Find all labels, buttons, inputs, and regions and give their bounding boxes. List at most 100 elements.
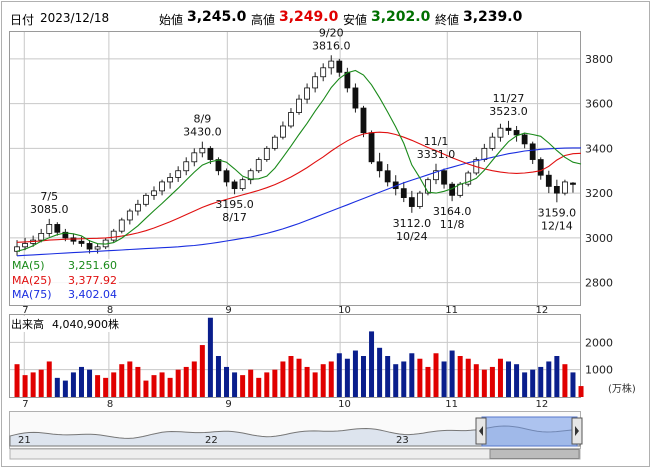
annotation-value: 3430.0 — [183, 126, 222, 139]
candle — [513, 125, 520, 142]
volume-bar — [38, 369, 44, 397]
annotation-date: 9/20 — [319, 26, 344, 39]
volume-bar — [312, 372, 318, 397]
candle — [400, 181, 407, 203]
volume-month-tick-label: 12 — [536, 399, 549, 410]
volume-bar — [103, 377, 109, 397]
month-tick-label: 9 — [225, 305, 231, 316]
volume-bar — [119, 364, 125, 397]
candle-body — [312, 76, 319, 89]
volume-bar — [248, 369, 254, 397]
volume-bar — [95, 375, 101, 397]
volume-bar — [409, 353, 415, 397]
candle — [134, 199, 141, 216]
scrollbar-track[interactable] — [9, 448, 581, 460]
volume-bar — [473, 364, 479, 397]
close-label: 終値 — [435, 13, 460, 27]
candle-body — [304, 87, 310, 100]
candle-body — [271, 136, 278, 149]
volume-bar — [336, 353, 342, 397]
candle-body — [126, 210, 133, 221]
price-tick-label: 2800 — [585, 277, 613, 290]
price-axis: 2800 3000 3200 3400 3600 3800 — [585, 53, 613, 290]
price-annotation: 3195.08/17 — [215, 198, 254, 224]
candle — [207, 146, 214, 165]
candle — [118, 217, 125, 234]
candle-body — [376, 161, 383, 172]
annotation-date: 11/8 — [440, 218, 465, 231]
volume-bar — [328, 361, 334, 397]
candle — [562, 179, 568, 196]
volume-bar — [272, 369, 278, 397]
candle — [143, 193, 149, 207]
volume-bar — [449, 350, 455, 397]
candle-body — [336, 60, 343, 73]
candle-body — [143, 194, 149, 205]
candle — [175, 166, 182, 182]
candle-body — [505, 127, 512, 131]
scrollbar-thumb[interactable] — [489, 449, 580, 459]
candle-body — [489, 136, 496, 149]
candle-body — [537, 159, 544, 176]
candle — [255, 157, 262, 173]
candle — [199, 141, 206, 158]
candle-body — [159, 181, 165, 192]
date-label: 日付 — [10, 13, 35, 27]
volume-bar — [385, 356, 391, 397]
volume-bar — [481, 369, 487, 397]
candle-body — [62, 231, 69, 239]
volume-bar — [296, 358, 302, 397]
volume-bar — [175, 369, 181, 397]
candle — [223, 168, 230, 187]
volume-bar — [183, 366, 189, 397]
volume-title: 出来高 — [11, 318, 44, 331]
volume-tick-label: 2000 — [585, 336, 613, 349]
candle — [489, 132, 496, 151]
volume-bar — [538, 366, 544, 397]
volume-month-tick-label: 7 — [22, 399, 28, 410]
navigator[interactable]: 21 22 23 — [9, 411, 583, 460]
ma75-label: MA(75) — [12, 288, 52, 301]
candle — [368, 130, 375, 165]
volume-bar — [135, 366, 141, 397]
candle-body — [54, 224, 61, 233]
volume-bars — [14, 317, 584, 397]
volume-bar — [280, 361, 286, 397]
volume-bar — [143, 380, 149, 397]
annotation-value: 3085.0 — [30, 203, 69, 216]
volume-bar — [433, 353, 439, 397]
candle — [320, 63, 327, 82]
annotation-date: 10/24 — [396, 230, 428, 243]
volume-bar — [506, 361, 512, 397]
month-tick-label: 7 — [22, 305, 28, 316]
volume-bar — [546, 361, 552, 397]
volume-tick-label: 1000 — [585, 364, 613, 377]
navigator-year-labels: 21 22 23 — [18, 435, 409, 446]
candle — [38, 228, 45, 243]
candlestick-series — [14, 55, 576, 256]
price-annotation: 3112.010/24 — [393, 217, 432, 243]
volume-bar — [377, 347, 383, 397]
volume-bar — [288, 356, 294, 397]
annotation-value: 3164.0 — [433, 205, 472, 218]
navigator-left-handle[interactable] — [475, 417, 487, 445]
navigator-selection[interactable] — [481, 416, 578, 447]
volume-bar — [22, 375, 28, 397]
open-value: 3,245.0 — [187, 9, 247, 25]
volume-bar — [344, 358, 350, 397]
candle — [570, 182, 576, 193]
volume-bar — [14, 364, 20, 397]
volume-bar — [554, 356, 560, 397]
volume-axis: 1000 2000 — [585, 336, 613, 376]
price-annotation: 3164.011/8 — [433, 205, 472, 231]
chevron-left-icon — [479, 426, 483, 436]
candle-body — [296, 98, 302, 113]
candle — [545, 170, 552, 194]
navigator-right-handle[interactable] — [571, 417, 583, 445]
volume-bar — [530, 369, 536, 397]
candle — [159, 179, 165, 196]
volume-bar — [232, 372, 238, 397]
